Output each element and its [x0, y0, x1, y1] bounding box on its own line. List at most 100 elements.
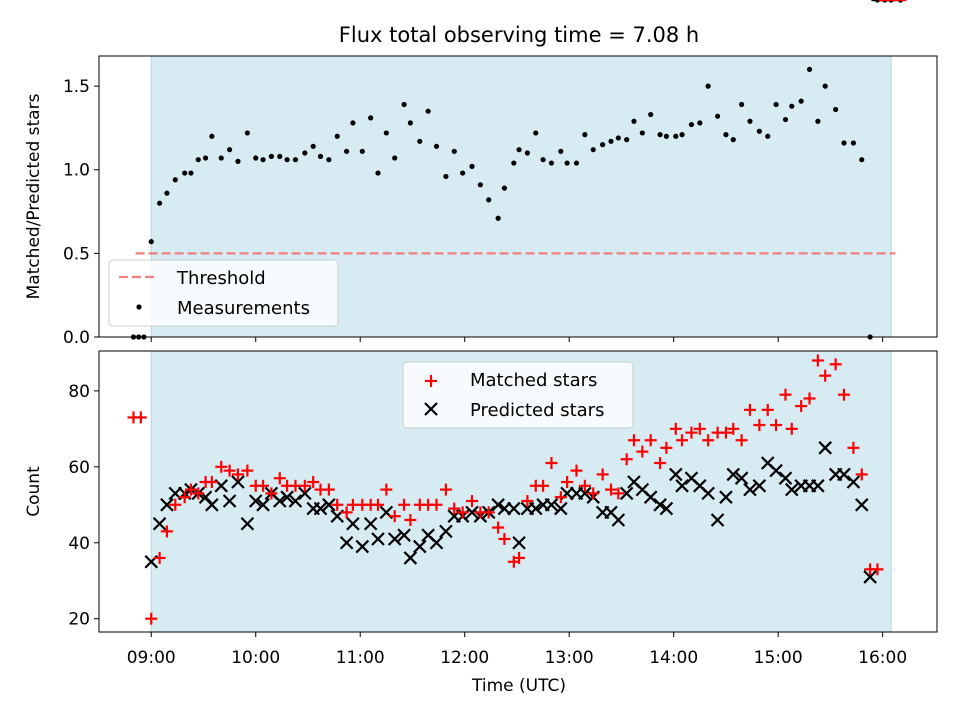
measurement-point [639, 130, 645, 136]
bottom-panel: 20 40 60 80 09:00 10:00 11:00 12:00 13:00 14:00 1… [24, 0, 938, 668]
measurement-point [548, 160, 555, 166]
predicted-star-point [611, 513, 626, 527]
matched-star-point [847, 441, 860, 454]
measurement-point [407, 120, 413, 126]
legend-measurements-label: Measurements [177, 298, 310, 319]
measurement-point [268, 153, 275, 159]
matched-star-point [273, 472, 286, 485]
measurement-point [202, 155, 209, 161]
matched-star-point [223, 464, 236, 477]
measurement-point [859, 157, 865, 163]
y-tick-label: 0.0 [63, 328, 90, 348]
predicted-star-point [413, 539, 427, 554]
bottom-plot-frame [98, 350, 938, 633]
predicted-star-point [363, 516, 378, 531]
matched-star-point [448, 502, 461, 515]
matched-star-point [727, 422, 740, 435]
matched-star-point [620, 453, 633, 466]
x-tick-label: 12:00 [440, 648, 489, 668]
predicted-star-point [339, 535, 354, 550]
x-tick-label: 15:00 [754, 648, 803, 668]
legend-matched-swatch [425, 375, 437, 387]
measurement-point [841, 140, 847, 146]
matched-star-point [298, 479, 311, 492]
predicted-star-point [769, 463, 783, 478]
predicted-star-point [837, 467, 851, 482]
measurement-point [368, 115, 374, 121]
predicted-star-point [231, 475, 245, 489]
measurement-point [822, 83, 828, 89]
matched-star-point [430, 498, 443, 511]
bottom-y-ticks: 20 40 60 80 [68, 382, 99, 630]
top-y-axis-label: Matched/Predicted stars [24, 93, 44, 299]
predicted-star-point [818, 441, 832, 455]
predicted-star-point [710, 513, 725, 527]
top-panel: 0.0 0.5 1.0 1.5 Matched/Predicted stars Thr… [24, 0, 938, 348]
matched-star-point [257, 479, 270, 492]
top-y-ticks: 0.0 0.5 1.0 1.5 [63, 77, 99, 348]
measurement-point [401, 101, 407, 108]
predicted-star-point [160, 498, 174, 512]
measurement-point [310, 143, 316, 149]
matched-star-point [578, 479, 591, 492]
matched-star-point [153, 551, 166, 564]
measurement-point [277, 153, 283, 159]
predicted-star-point [355, 539, 370, 554]
matched-star-point [322, 483, 335, 496]
predicted-star-point [811, 479, 825, 493]
measurement-point [558, 148, 564, 154]
bottom-y-axis-label: Count [24, 466, 44, 517]
matched-star-point [241, 464, 254, 477]
predicted-star-point [863, 570, 877, 584]
predicted-star-point [653, 498, 667, 512]
measurement-point [573, 160, 580, 166]
matched-star-point [803, 392, 816, 405]
measurement-point [673, 133, 679, 139]
measurement-point [164, 190, 170, 196]
predicted-star-point [701, 486, 715, 501]
y-tick-label: 0.5 [63, 244, 90, 264]
measurement-point [765, 133, 771, 139]
top-x-ticks [150, 337, 884, 342]
measurement-point [615, 135, 621, 141]
x-axis-label: Time (UTC) [471, 676, 566, 696]
measurement-point [582, 132, 588, 138]
predicted-star-point [298, 486, 312, 501]
x-tick-label: 10:00 [231, 648, 280, 668]
predicted-star-point [719, 490, 733, 504]
measurement-point [564, 160, 570, 166]
predicted-star-point [288, 494, 303, 508]
matched-star-point [785, 422, 798, 435]
matched-star-point [561, 476, 574, 489]
matched-stars-points [127, 0, 907, 625]
predicted-star-point [726, 467, 741, 482]
matched-star-point [871, 563, 884, 576]
x-tick-label: 14:00 [649, 648, 698, 668]
matched-star-point [466, 494, 479, 507]
matched-star-point [404, 513, 417, 526]
measurement-point [433, 143, 440, 149]
measurement-point [182, 170, 188, 176]
predicted-star-point [507, 501, 521, 516]
measurement-point [730, 137, 736, 143]
matched-star-point [570, 464, 583, 477]
predicted-star-point [439, 524, 453, 539]
measurement-point [608, 138, 614, 144]
measurement-point [172, 177, 178, 183]
measurement-point [657, 132, 663, 138]
predicted-star-point [528, 501, 543, 516]
measurement-point [511, 160, 517, 166]
matched-star-point [719, 426, 732, 439]
measurement-point [533, 130, 539, 136]
matched-star-point [819, 369, 832, 382]
predicted-star-point [659, 501, 674, 516]
predicted-star-point [240, 516, 255, 531]
matched-star-point [184, 483, 197, 496]
measurements-points [130, 0, 904, 340]
predicted-star-point [346, 516, 360, 531]
predicted-star-point [743, 482, 757, 497]
matched-star-point [596, 468, 609, 481]
measurement-point [723, 132, 729, 138]
matched-star-point [340, 506, 353, 519]
measurement-point [806, 66, 813, 72]
